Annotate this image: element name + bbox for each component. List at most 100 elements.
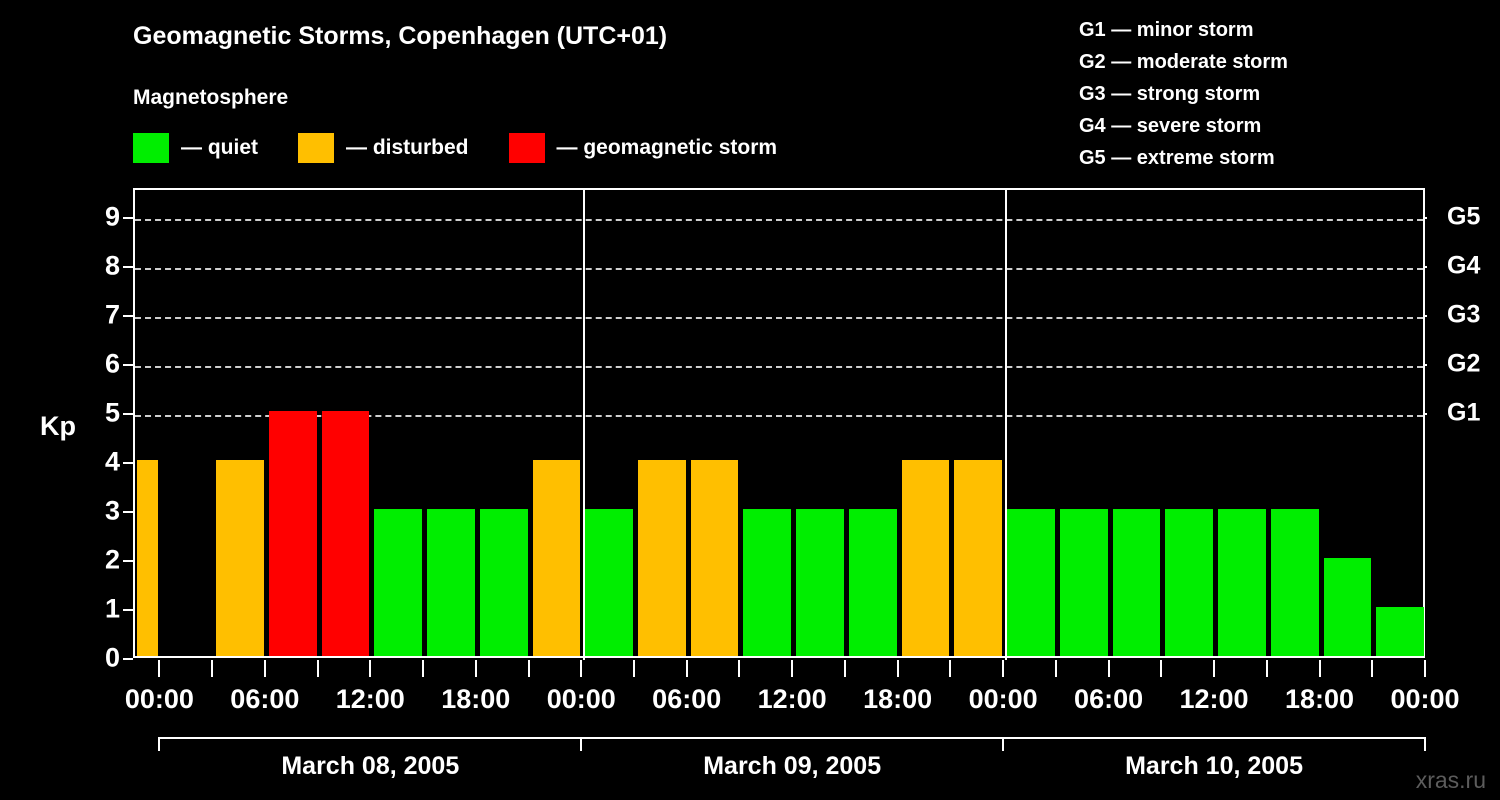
legend-item-quiet: — quiet <box>133 133 298 163</box>
y-tick-label-1: 1 <box>104 593 120 624</box>
y-axis-title: Kp <box>40 411 76 441</box>
y-tick-mark-5 <box>123 413 133 416</box>
plot-area <box>133 188 1425 660</box>
x-tick-mark-4 <box>369 660 372 677</box>
x-tick-label-6: 12:00 <box>757 684 827 714</box>
bar <box>954 460 1003 656</box>
bar <box>1270 509 1319 656</box>
x-tick-mark-11 <box>738 660 741 677</box>
day-label-2: March 09, 2005 <box>703 752 882 780</box>
x-tick-label-5: 06:00 <box>652 684 722 714</box>
gridline-kp-7 <box>135 317 1423 320</box>
g-tick-label-G4: G4 <box>1447 251 1481 280</box>
day-bracket-tick-1 <box>580 737 583 751</box>
x-tick-label-9: 06:00 <box>1074 684 1144 714</box>
g-tick-label-G1: G1 <box>1447 398 1481 427</box>
x-tick-label-12: 00:00 <box>1390 684 1460 714</box>
bar <box>796 509 844 656</box>
day-bracket-tick-0 <box>158 737 161 751</box>
watermark: xras.ru <box>1415 767 1486 793</box>
day-bracket-line-3 <box>1003 737 1425 739</box>
g-axis-tick-labels: G1 G2 G3 G4 G5 <box>1425 188 1500 658</box>
bar-series <box>135 190 1424 656</box>
y-axis-tick-labels: 0 1 2 3 4 5 6 7 8 9 <box>80 188 120 673</box>
legend-item-storm: — geomagnetic storm <box>508 133 818 163</box>
y-tick-mark-7 <box>123 315 133 318</box>
x-tick-label-8: 00:00 <box>968 684 1038 714</box>
y-tick-label-7: 7 <box>104 299 120 330</box>
x-tick-mark-19 <box>1160 660 1163 677</box>
y-tick-mark-3 <box>123 511 133 514</box>
y-tick-label-6: 6 <box>104 348 120 379</box>
g-tick-label-G3: G3 <box>1447 300 1481 329</box>
bar <box>743 509 792 656</box>
y-tick-mark-0 <box>123 658 133 660</box>
y-tick-label-5: 5 <box>104 397 120 428</box>
day-divider-2 <box>1005 190 1008 660</box>
legend-swatch-quiet-icon <box>133 133 169 163</box>
x-tick-mark-22 <box>1318 660 1321 677</box>
bar <box>1165 509 1214 656</box>
x-tick-mark-16 <box>1002 660 1005 677</box>
x-tick-mark-6 <box>474 660 477 677</box>
y-tick-label-4: 4 <box>104 446 120 477</box>
x-tick-label-1: 06:00 <box>230 684 300 714</box>
x-tick-mark-20 <box>1213 660 1216 677</box>
y-tick-label-3: 3 <box>104 495 120 526</box>
x-tick-label-3: 18:00 <box>441 684 511 714</box>
bar <box>1376 607 1424 656</box>
bar <box>479 509 528 656</box>
page-title: Geomagnetic Storms, Copenhagen (UTC+01) <box>133 22 668 50</box>
bar <box>1007 509 1055 656</box>
x-tick-label-0: 00:00 <box>124 684 194 714</box>
x-tick-mark-14 <box>896 660 899 677</box>
x-tick-mark-13 <box>843 660 846 677</box>
gridline-kp-5 <box>135 415 1423 418</box>
g-scale-line-4: G4 — severe storm <box>1079 115 1262 137</box>
x-tick-mark-2 <box>263 660 266 677</box>
x-tick-mark-17 <box>1054 660 1057 677</box>
bar <box>1059 509 1108 656</box>
gridline-kp-9 <box>135 219 1423 222</box>
bar <box>690 460 739 656</box>
bar <box>637 460 686 656</box>
legend-swatch-disturbed-icon <box>298 133 334 163</box>
bar <box>268 411 317 656</box>
x-tick-mark-7 <box>527 660 530 677</box>
g-scale-legend: G1 — minor storm G2 — moderate storm G3 — … <box>1079 14 1288 174</box>
g-scale-line-1: G1 — minor storm <box>1079 19 1254 41</box>
x-tick-mark-1 <box>211 660 214 677</box>
x-tick-label-4: 00:00 <box>546 684 616 714</box>
bar <box>427 509 475 656</box>
day-label-3: March 10, 2005 <box>1125 752 1303 780</box>
g-scale-line-5: G5 — extreme storm <box>1079 147 1275 169</box>
legend-label-disturbed: — disturbed <box>346 136 469 159</box>
y-tick-label-8: 8 <box>104 250 120 281</box>
bar <box>1112 509 1161 656</box>
y-tick-label-9: 9 <box>104 201 120 232</box>
legend-label-quiet: — quiet <box>181 136 258 159</box>
day-bracket-line-1 <box>159 737 582 739</box>
bar <box>585 509 633 656</box>
y-tick-mark-1 <box>123 609 133 612</box>
x-tick-mark-9 <box>632 660 635 677</box>
x-tick-mark-12 <box>791 660 794 677</box>
bar <box>1323 558 1372 656</box>
y-tick-mark-9 <box>123 217 133 220</box>
bar <box>848 509 897 656</box>
y-tick-label-2: 2 <box>104 544 120 575</box>
g-scale-line-3: G3 — strong storm <box>1079 83 1261 105</box>
bar <box>1218 509 1266 656</box>
gridline-kp-6 <box>135 366 1423 369</box>
bar <box>374 509 423 656</box>
x-tick-mark-24 <box>1424 660 1426 677</box>
x-tick-mark-21 <box>1265 660 1268 677</box>
x-tick-label-10: 12:00 <box>1179 684 1249 714</box>
legend-label-storm: — geomagnetic storm <box>556 136 778 159</box>
x-tick-mark-10 <box>685 660 688 677</box>
day-bracket-tick-2 <box>1002 737 1005 751</box>
y-tick-mark-4 <box>123 462 133 465</box>
g-tick-label-G5: G5 <box>1447 202 1481 231</box>
x-tick-mark-18 <box>1107 660 1110 677</box>
